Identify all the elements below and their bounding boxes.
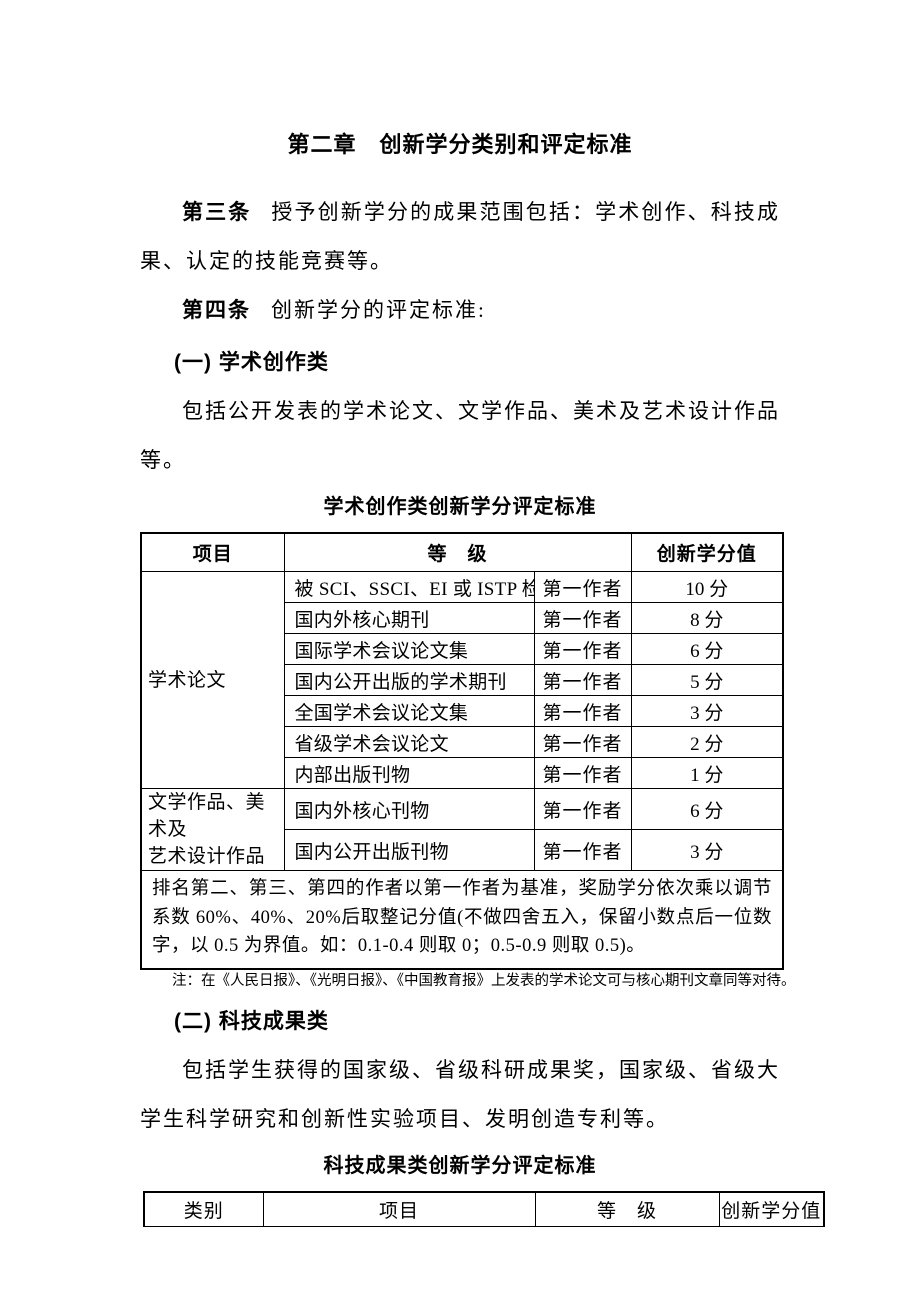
article-3-text: 授予创新学分的成果范围包括：学术创作、科技成果、认定的技能竞赛等。 xyxy=(140,200,780,273)
scitech-credit-table: 类别 项目 等 级 创新学分值 xyxy=(143,1190,825,1227)
header-cell-grade: 等 级 xyxy=(534,1191,720,1227)
group-label-cell: 文学作品、美术及 艺术设计作品 xyxy=(140,788,285,871)
group-label-cell: 学术论文 xyxy=(140,571,285,789)
section-academic-intro: 包括公开发表的学术论文、文学作品、美术及艺术设计作品等。 xyxy=(140,399,780,472)
table-note-row: 排名第二、第三、第四的作者以第一作者为基准，奖励学分依次乘以调节系数 60%、4… xyxy=(140,870,784,969)
author-cell: 第一作者 xyxy=(533,829,632,871)
table-row: 内部出版刊物 第一作者 1 分 xyxy=(141,757,784,789)
paragraph-article-4: 第四条 创新学分的评定标准: xyxy=(140,286,780,335)
author-cell: 第一作者 xyxy=(533,664,632,696)
chapter-title: 第二章 创新学分类别和评定标准 xyxy=(287,132,633,157)
section-scitech-intro: 包括学生获得的国家级、省级科研成果奖，国家级、省级大学生科学研究和创新性实验项目… xyxy=(140,1057,780,1131)
table-row: 文学作品、美术及 艺术设计作品 国内外核心刊物 第一作者 6 分 xyxy=(140,788,784,871)
grade-cell: 国内外核心刊物 xyxy=(283,788,535,830)
credit-cell: 3 分 xyxy=(630,695,784,727)
author-cell: 第一作者 xyxy=(533,571,632,603)
header-cell-credit: 创新学分值 xyxy=(718,1191,825,1227)
table-row: 省级学术会议论文 第一作者 2 分 xyxy=(141,726,784,758)
credit-cell: 1 分 xyxy=(630,757,784,789)
grade-cell: 国内公开出版的学术期刊 xyxy=(283,664,535,696)
article-3-label: 第三条 xyxy=(182,200,252,224)
table-header-row: 类别 项目 等 级 创新学分值 xyxy=(143,1191,825,1227)
table-title-academic: 学术创作类创新学分评定标准 xyxy=(323,496,597,518)
section-heading-scitech: (二) 科技成果类 xyxy=(174,1009,329,1033)
author-cell: 第一作者 xyxy=(533,788,632,830)
table-footnote: 注：在《人民日报》、《光明日报》、《中国教育报》上发表的学术论文可与核心期刊文章… xyxy=(172,972,796,989)
grade-cell: 国内外核心期刊 xyxy=(283,602,535,634)
credit-cell: 5 分 xyxy=(630,664,784,696)
grade-cell: 被 SCI、SSCI、EI 或 ISTP 检索 xyxy=(283,571,535,603)
table-row: 全国学术会议论文集 第一作者 3 分 xyxy=(141,695,784,727)
credit-cell: 2 分 xyxy=(630,726,784,758)
header-cell-category: 类别 xyxy=(143,1191,264,1227)
header-cell-item: 项目 xyxy=(140,532,285,572)
credit-cell: 6 分 xyxy=(630,633,784,665)
header-cell-item: 项目 xyxy=(262,1191,536,1227)
grade-cell: 国内公开出版刊物 xyxy=(283,829,535,871)
credit-cell: 3 分 xyxy=(630,829,784,871)
table-title-scitech: 科技成果类创新学分评定标准 xyxy=(323,1154,597,1177)
section-heading-academic: (一) 学术创作类 xyxy=(174,351,329,374)
grade-cell: 内部出版刊物 xyxy=(283,757,535,789)
grade-cell: 国际学术会议论文集 xyxy=(283,633,535,665)
article-4-text: 创新学分的评定标准: xyxy=(271,298,486,322)
credit-cell: 10 分 xyxy=(630,571,784,603)
header-cell-grade: 等 级 xyxy=(283,532,632,572)
author-cell: 第一作者 xyxy=(533,726,632,758)
table-header-row: 项目 等 级 创新学分值 xyxy=(140,532,784,572)
table-row: 国内外核心期刊 第一作者 8 分 xyxy=(141,602,784,634)
table-row: 学术论文 被 SCI、SSCI、EI 或 ISTP 检索 第一作者 10 分 xyxy=(140,571,784,789)
credit-cell: 8 分 xyxy=(630,602,784,634)
table-row: 国内公开出版的学术期刊 第一作者 5 分 xyxy=(141,664,784,696)
table-row: 国内公开出版刊物 第一作者 3 分 xyxy=(141,829,784,871)
academic-credit-table: 项目 等 级 创新学分值 学术论文 被 SCI、SSCI、EI 或 ISTP 检… xyxy=(140,532,785,970)
grade-cell: 省级学术会议论文 xyxy=(283,726,535,758)
paragraph-article-3: 第三条 授予创新学分的成果范围包括：学术创作、科技成果、认定的技能竞赛等。 xyxy=(140,188,780,286)
author-cell: 第一作者 xyxy=(533,633,632,665)
article-4-label: 第四条 xyxy=(182,298,251,322)
header-cell-credit: 创新学分值 xyxy=(630,532,784,572)
author-cell: 第一作者 xyxy=(533,602,632,634)
table-row: 国际学术会议论文集 第一作者 6 分 xyxy=(141,633,784,665)
ranking-rule-note: 排名第二、第三、第四的作者以第一作者为基准，奖励学分依次乘以调节系数 60%、4… xyxy=(140,870,784,969)
credit-cell: 6 分 xyxy=(630,788,784,830)
document-content: 第二章 创新学分类别和评定标准 第三条 授予创新学分的成果范围包括：学术创作、科技… xyxy=(140,130,825,1227)
author-cell: 第一作者 xyxy=(533,757,632,789)
grade-cell: 全国学术会议论文集 xyxy=(283,695,535,727)
author-cell: 第一作者 xyxy=(533,695,632,727)
